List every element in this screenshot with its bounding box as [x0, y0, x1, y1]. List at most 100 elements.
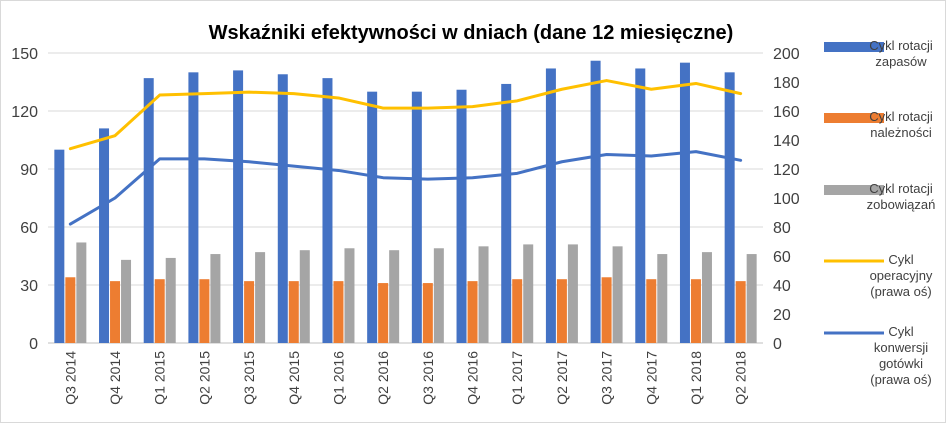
bar	[322, 78, 333, 343]
bar	[556, 279, 567, 343]
x-axis-tick-label: Q4 2017	[643, 351, 659, 405]
bar	[567, 244, 578, 343]
bar	[65, 277, 76, 343]
bar	[110, 281, 121, 343]
series-line	[68, 79, 743, 151]
legend-label: Cykl	[888, 252, 913, 267]
bar	[478, 246, 489, 343]
bar	[657, 254, 668, 343]
bar	[333, 281, 344, 343]
bar	[512, 279, 523, 343]
right-axis-ticks: 0 20 40 60 80 100 120 140 160 180 200	[773, 46, 800, 353]
legend-label: (prawa oś)	[870, 284, 931, 299]
bar	[188, 72, 199, 343]
bar	[233, 70, 244, 344]
bar	[244, 281, 255, 343]
legend-label: konwersji	[874, 340, 928, 355]
legend-swatch	[824, 185, 884, 195]
series-line	[68, 150, 743, 226]
x-axis-tick-label: Q4 2016	[465, 351, 481, 405]
x-axis-tick-label: Q3 2015	[241, 351, 257, 405]
bar	[54, 149, 65, 343]
bar	[389, 250, 400, 343]
bar	[210, 254, 221, 343]
bar	[433, 248, 444, 343]
x-axis-tick-label: Q3 2017	[599, 351, 615, 405]
bar	[378, 283, 389, 343]
legend-label: gotówki	[879, 356, 923, 371]
bar	[165, 257, 176, 343]
bar	[411, 91, 422, 344]
bar	[735, 281, 746, 343]
legend-label: Cykl rotacji	[869, 109, 933, 124]
legend-label: zobowiązań	[867, 197, 936, 212]
x-axis-ticks: Q3 2014 Q4 2014 Q1 2015 Q2 2015 Q3 2015 Q4 20…	[62, 351, 748, 405]
bar	[76, 242, 87, 343]
bar	[590, 60, 601, 343]
right-axis-tick-label: 80	[773, 220, 791, 237]
x-axis-tick-label: Q3 2014	[62, 351, 78, 405]
bar	[701, 252, 712, 343]
bar	[456, 89, 467, 343]
bar	[635, 68, 646, 343]
right-axis-tick-label: 100	[773, 191, 800, 208]
x-axis-tick-label: Q1 2016	[330, 351, 346, 405]
bar	[288, 281, 299, 343]
bar	[724, 72, 735, 343]
bar	[679, 62, 690, 344]
x-axis-tick-label: Q1 2015	[152, 351, 168, 405]
bar	[143, 78, 154, 343]
x-axis-tick-label: Q4 2014	[107, 351, 123, 405]
right-axis-tick-label: 20	[773, 307, 791, 324]
bar	[601, 277, 612, 343]
x-axis-tick-label: Q2 2016	[375, 351, 391, 405]
right-axis-tick-label: 200	[773, 46, 800, 63]
bar	[501, 83, 512, 343]
right-axis-tick-label: 40	[773, 278, 791, 295]
left-axis-tick-label: 120	[11, 104, 38, 121]
left-axis-tick-label: 90	[20, 162, 38, 179]
chart-title: Wskaźniki efektywności w dniach (dane 12…	[209, 22, 734, 44]
bar-series	[54, 60, 757, 344]
right-axis-tick-label: 120	[773, 162, 800, 179]
left-axis-tick-label: 30	[20, 278, 38, 295]
legend-label: (prawa oś)	[870, 372, 931, 387]
bar	[99, 128, 110, 343]
legend-label: operacyjny	[870, 268, 933, 283]
bar	[467, 281, 478, 343]
bar	[255, 252, 266, 343]
right-axis-tick-label: 60	[773, 249, 791, 266]
bar	[612, 246, 623, 343]
bar	[154, 279, 165, 343]
left-axis-tick-label: 60	[20, 220, 38, 237]
x-axis-tick-label: Q1 2018	[688, 351, 704, 405]
legend-label: zapasów	[875, 54, 927, 69]
bar	[646, 279, 657, 343]
bar	[523, 244, 534, 343]
x-axis-tick-label: Q2 2017	[554, 351, 570, 405]
bar	[746, 254, 757, 343]
left-axis-ticks: 0 30 60 90 120 150	[11, 46, 38, 353]
line-series	[68, 79, 743, 226]
bar	[344, 248, 355, 343]
bar	[422, 283, 433, 343]
right-axis-tick-label: 160	[773, 104, 800, 121]
legend-label: Cykl rotacji	[869, 38, 933, 53]
x-axis-tick-label: Q2 2015	[196, 351, 212, 405]
bar	[199, 279, 210, 343]
bar	[299, 250, 310, 343]
legend-label: należności	[870, 125, 932, 140]
legend-label: Cykl	[888, 324, 913, 339]
legend-swatch	[824, 42, 884, 52]
bar	[121, 259, 132, 343]
bar	[545, 68, 556, 343]
bar	[367, 91, 378, 344]
left-axis-tick-label: 0	[29, 336, 38, 353]
x-axis-tick-label: Q3 2016	[420, 351, 436, 405]
legend-label: Cykl rotacji	[869, 181, 933, 196]
bar	[277, 74, 288, 344]
x-axis-tick-label: Q1 2017	[509, 351, 525, 405]
